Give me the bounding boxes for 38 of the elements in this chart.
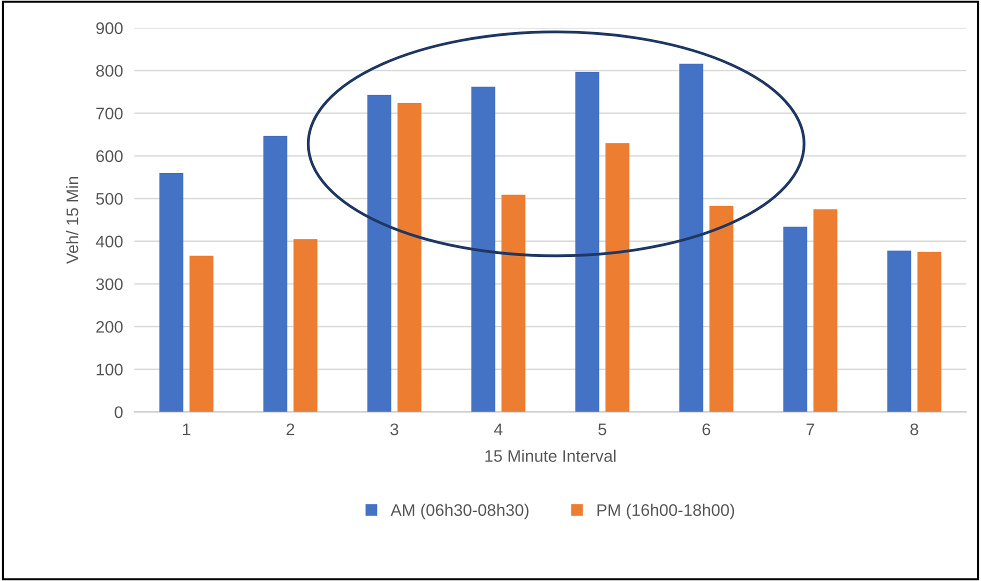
x-tick-label: 4 [494,424,502,436]
x-tick-label: 2 [286,423,294,436]
y-tick-label: 600 [96,150,123,162]
bar [679,64,704,412]
x-tick-label: 8 [910,423,918,436]
x-tick-label: 1 [183,424,190,436]
bar [917,252,942,412]
y-tick-label: 200 [96,320,123,333]
bar [471,86,496,412]
bar [605,143,630,412]
x-tick-label: 7 [806,424,814,436]
x-tick-label: 5 [598,424,606,436]
y-tick-label: 900 [96,22,123,34]
bar [575,72,600,412]
bar [709,206,734,412]
y-tick-label: 700 [96,108,123,120]
bar [783,226,808,412]
y-tick-label: 300 [96,278,123,290]
bar [367,94,392,412]
y-tick-label: 800 [96,64,123,77]
bar [397,102,422,412]
bar [159,172,184,412]
legend-label: PM (16h00-18h00) [598,504,734,520]
legend-label: AM (06h30-08h30) [390,504,528,520]
y-tick-label: 400 [96,236,123,248]
bar [263,136,288,412]
y-tick-label: 100 [96,364,123,376]
x-tick-label: 6 [702,423,710,436]
y-tick-label: 500 [96,192,123,205]
x-tick-label: 3 [390,423,398,436]
y-axis-title: Veh/ 15 Min [66,176,78,264]
bar [887,250,912,412]
bar [501,194,526,412]
x-axis-title: 15 Minute Interval [485,450,616,462]
y-tick-label: 0 [114,406,123,418]
bar [293,239,318,412]
bar [813,209,838,412]
bar [190,256,214,412]
